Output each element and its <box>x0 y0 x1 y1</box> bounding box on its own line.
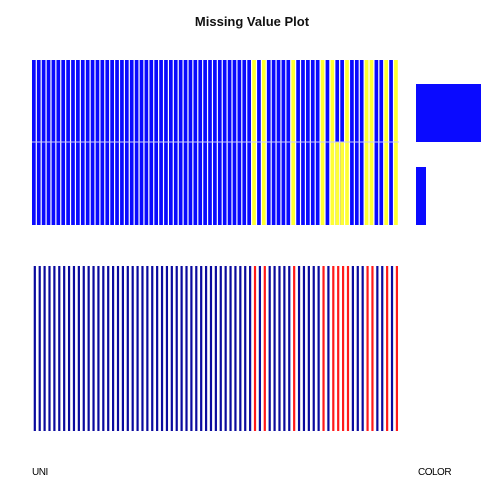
bottom-cell-21 <box>132 266 134 431</box>
bottom-cell-56 <box>303 266 305 431</box>
bottom-cell-7 <box>63 266 65 431</box>
bottom-cell-41 <box>229 266 231 431</box>
bottom-cell-4 <box>48 266 50 431</box>
bottom-cell-72 <box>381 266 383 431</box>
bottom-cell-67 <box>357 266 359 431</box>
bottom-cell-44 <box>244 266 246 431</box>
bottom-cell-13 <box>92 266 94 431</box>
bottom-cell-48 <box>264 266 266 431</box>
bottom-cell-57 <box>308 266 310 431</box>
bottom-cell-36 <box>205 266 207 431</box>
bottom-cell-28 <box>166 266 168 431</box>
bottom-cell-62 <box>332 266 334 431</box>
bottom-cell-53 <box>288 266 290 431</box>
bottom-cell-64 <box>342 266 344 431</box>
bottom-cell-25 <box>151 266 153 431</box>
bottom-cell-2 <box>39 266 41 431</box>
bottom-cell-35 <box>200 266 202 431</box>
bottom-cell-8 <box>68 266 70 431</box>
bottom-cell-58 <box>313 266 315 431</box>
bottom-cell-33 <box>190 266 192 431</box>
bottom-cell-5 <box>53 266 55 431</box>
bottom-cell-1 <box>34 266 36 431</box>
bottom-cell-60 <box>322 266 324 431</box>
bottom-cell-54 <box>293 266 295 431</box>
bottom-cell-45 <box>249 266 251 431</box>
bottom-cell-6 <box>58 266 60 431</box>
bottom-cell-68 <box>362 266 364 431</box>
bottom-cell-63 <box>337 266 339 431</box>
bottom-cell-30 <box>176 266 178 431</box>
bottom-cell-34 <box>195 266 197 431</box>
bottom-cell-3 <box>43 266 45 431</box>
top-cell-partial-missing-63 <box>335 142 339 225</box>
missing-map-bottom-panel <box>34 266 398 431</box>
top-cell-partial-missing-64 <box>340 142 344 225</box>
bottom-cell-40 <box>225 266 227 431</box>
bottom-cell-73 <box>386 266 388 431</box>
bottom-cell-59 <box>318 266 320 431</box>
bottom-cell-9 <box>73 266 75 431</box>
bottom-cell-20 <box>127 266 129 431</box>
bottom-cell-10 <box>78 266 80 431</box>
bottom-cell-29 <box>171 266 173 431</box>
bottom-cell-26 <box>156 266 158 431</box>
bottom-cell-15 <box>102 266 104 431</box>
bottom-cell-17 <box>112 266 114 431</box>
bottom-cell-43 <box>239 266 241 431</box>
bottom-cell-52 <box>283 266 285 431</box>
bottom-cell-69 <box>366 266 368 431</box>
bottom-cell-61 <box>327 266 329 431</box>
missing-legend <box>416 84 481 225</box>
bottom-cell-18 <box>117 266 119 431</box>
bottom-cell-19 <box>122 266 124 431</box>
bottom-cell-12 <box>88 266 90 431</box>
legend-present-box <box>416 84 481 142</box>
bottom-cell-23 <box>141 266 143 431</box>
bottom-cell-39 <box>220 266 222 431</box>
bottom-cell-46 <box>254 266 256 431</box>
bottom-cell-16 <box>107 266 109 431</box>
bottom-cell-71 <box>376 266 378 431</box>
bottom-cell-22 <box>136 266 138 431</box>
bottom-cell-14 <box>97 266 99 431</box>
bottom-cell-27 <box>161 266 163 431</box>
bottom-cell-24 <box>146 266 148 431</box>
bottom-cell-75 <box>396 266 398 431</box>
missing-map-top-panel <box>32 60 399 225</box>
bottom-cell-70 <box>371 266 373 431</box>
bottom-cell-66 <box>352 266 354 431</box>
bottom-cell-32 <box>185 266 187 431</box>
bottom-cell-49 <box>269 266 271 431</box>
bottom-cell-50 <box>273 266 275 431</box>
bottom-cell-65 <box>347 266 349 431</box>
bottom-cell-11 <box>83 266 85 431</box>
bottom-cell-47 <box>259 266 261 431</box>
bottom-cell-37 <box>210 266 212 431</box>
legend-missing-box <box>416 167 426 225</box>
bottom-cell-31 <box>181 266 183 431</box>
bottom-cell-42 <box>234 266 236 431</box>
bottom-cell-74 <box>391 266 393 431</box>
bottom-cell-55 <box>298 266 300 431</box>
bottom-cell-51 <box>278 266 280 431</box>
bottom-cell-38 <box>215 266 217 431</box>
